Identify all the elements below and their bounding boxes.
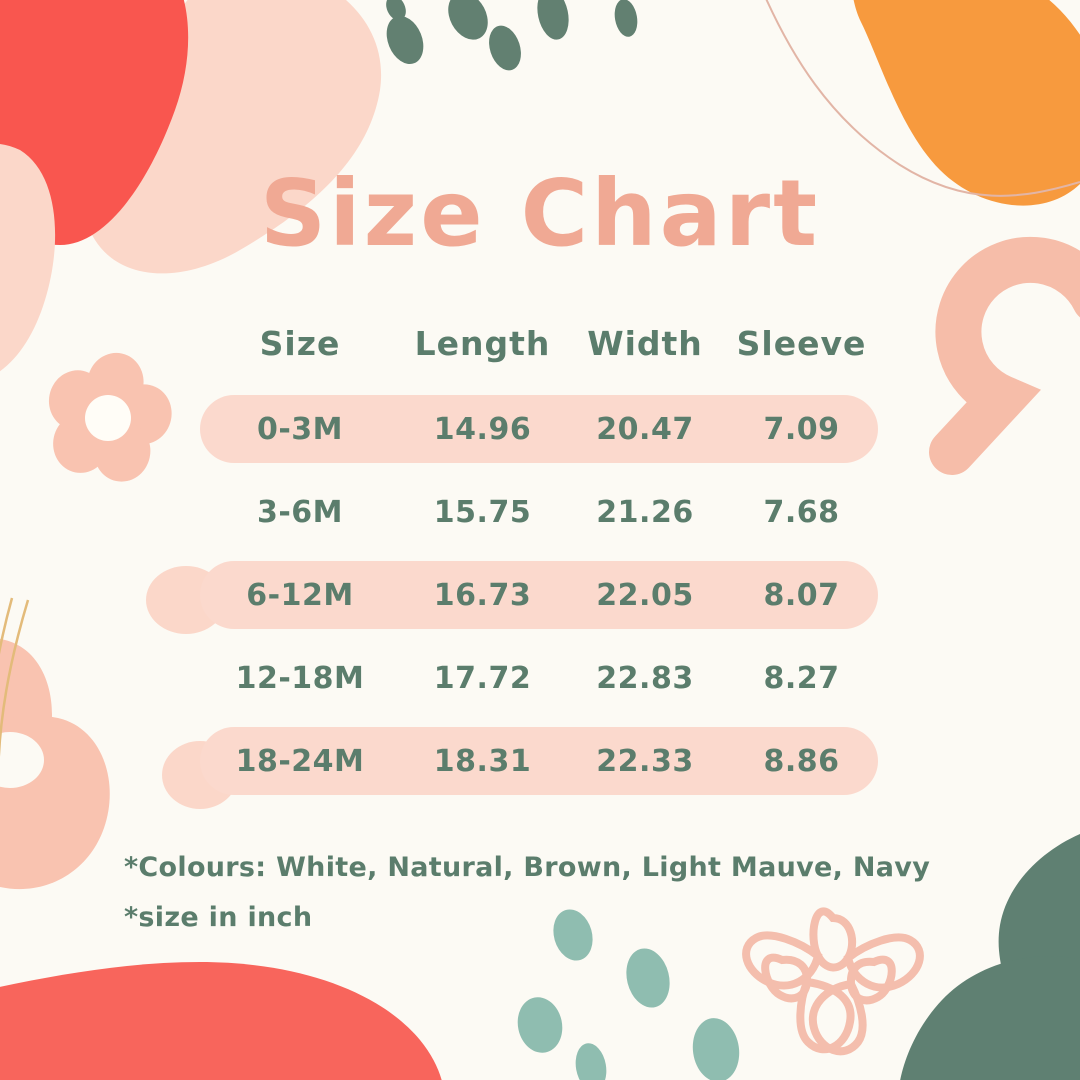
cell-sleeve: 7.09 xyxy=(763,411,840,447)
cell-length: 16.73 xyxy=(433,577,532,613)
teal-leaf-cluster-bottom xyxy=(517,909,740,1080)
cell-sleeve: 8.27 xyxy=(763,660,840,696)
dark-green-blob-bottom-right-2 xyxy=(900,956,1080,1080)
gold-thin-line xyxy=(0,599,30,757)
cell-width: 20.47 xyxy=(596,411,694,447)
outline-flower-bottom-right xyxy=(742,907,924,1056)
pink-arc-right xyxy=(929,236,1080,475)
thin-curved-line xyxy=(765,0,1080,197)
green-dot-small xyxy=(386,0,406,21)
cell-size: 18-24M xyxy=(235,743,365,779)
column-header-size: Size xyxy=(259,323,341,363)
cell-sleeve: 8.07 xyxy=(763,577,840,613)
cell-length: 18.31 xyxy=(433,743,532,779)
pale-pink-petal-left xyxy=(0,144,56,372)
cell-sleeve: 7.68 xyxy=(763,494,840,530)
cell-length: 14.96 xyxy=(433,411,532,447)
table-row: 3-6M 15.75 21.26 7.68 xyxy=(200,478,878,546)
table-row: 12-18M 17.72 22.83 8.27 xyxy=(200,644,878,712)
cell-width: 21.26 xyxy=(596,494,694,530)
cell-length: 15.75 xyxy=(433,494,532,530)
cell-size: 12-18M xyxy=(235,660,365,696)
gold-thin-line-2 xyxy=(0,597,14,655)
size-chart-table: Size Length Width Sleeve 0-3M 14.96 20.4… xyxy=(200,313,878,795)
note-colours: *Colours: White, Natural, Brown, Light M… xyxy=(124,852,931,883)
coral-blob-bottom-left xyxy=(0,962,442,1080)
table-row: 18-24M 18.31 22.33 8.86 xyxy=(200,727,878,795)
green-leaf-cluster-top xyxy=(386,0,638,71)
cell-width: 22.33 xyxy=(596,743,694,779)
page-title: Size Chart xyxy=(259,160,821,267)
note-units: *size in inch xyxy=(124,902,313,933)
cell-sleeve: 8.86 xyxy=(763,743,840,779)
cell-length: 17.72 xyxy=(433,660,532,696)
flower-center xyxy=(85,395,131,441)
cell-width: 22.83 xyxy=(596,660,694,696)
orange-blob-top-right xyxy=(853,0,1080,206)
column-header-length: Length xyxy=(414,323,551,363)
cell-width: 22.05 xyxy=(596,577,694,613)
table-row: 6-12M 16.73 22.05 8.07 xyxy=(200,561,878,629)
cell-size: 0-3M xyxy=(256,411,344,447)
table-row: 0-3M 14.96 20.47 7.09 xyxy=(200,395,878,463)
footnotes: *Colours: White, Natural, Brown, Light M… xyxy=(124,843,1024,943)
column-header-width: Width xyxy=(587,323,703,363)
table-header-row: Size Length Width Sleeve xyxy=(200,313,878,373)
cell-size: 3-6M xyxy=(256,494,344,530)
coral-blob-top-left xyxy=(0,0,189,245)
pink-dot-left xyxy=(0,732,44,788)
column-header-sleeve: Sleeve xyxy=(736,323,867,363)
pink-flower-left xyxy=(48,352,172,482)
cell-size: 6-12M xyxy=(246,577,354,613)
